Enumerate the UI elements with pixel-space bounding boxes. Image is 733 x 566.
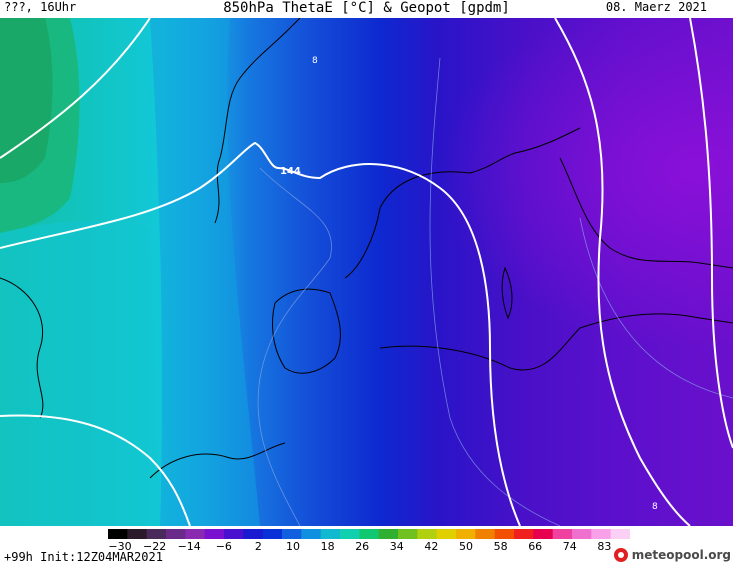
contour-label-8-north: 8: [312, 56, 318, 66]
scale-tick-label: 66: [528, 540, 543, 553]
scale-swatch: [108, 529, 128, 539]
geopot-line-144: [0, 141, 521, 526]
scale-swatch: [185, 529, 206, 539]
geopotential-contours: [0, 18, 733, 526]
scale-tick-label: 10: [286, 540, 300, 553]
scale-swatch: [494, 529, 515, 539]
scale-tick-label: −14: [177, 540, 201, 553]
coastlines: [0, 18, 733, 479]
logo-text: meteopool.org: [631, 548, 731, 562]
scale-tick-label: −6: [215, 540, 232, 553]
coast-netherlands: [149, 442, 286, 479]
scale-tick-label: −22: [142, 540, 167, 553]
scale-swatch: [224, 529, 244, 539]
contour-label-8-southeast: 8: [652, 502, 658, 512]
logo-icon: [613, 548, 628, 562]
scale-swatch: [243, 529, 264, 539]
scale-swatch: [262, 529, 283, 539]
scale-tick-label: 50: [459, 540, 473, 553]
scale-swatch: [146, 529, 167, 539]
forecast-date-label: 08. Maerz 2021: [605, 0, 707, 14]
coast-baltic: [379, 313, 733, 371]
coast-gotland: [501, 266, 513, 320]
scale-tick-label: 2: [254, 540, 262, 553]
thetae-cyan-band: [0, 221, 160, 526]
init-time-label: +99h Init:12Z04MAR2021: [4, 550, 163, 564]
color-scale-bar: [108, 529, 630, 539]
isoline-b: [257, 167, 332, 526]
scale-swatch: [572, 529, 592, 539]
thetae-green-core: [0, 18, 53, 183]
scale-swatch: [320, 529, 341, 539]
meteopool-logo: meteopool.org: [613, 546, 731, 564]
scale-swatch: [475, 529, 496, 539]
scale-tick-label: 42: [424, 540, 439, 553]
scale-swatch: [591, 529, 612, 539]
scale-swatch: [398, 529, 418, 539]
isoline-c: [579, 217, 733, 399]
map-title: 850hPa ThetaE [°C] & Geopot [gpdm]: [223, 0, 510, 16]
scale-swatch: [378, 529, 399, 539]
scale-swatch: [166, 529, 186, 539]
thetae-lightblue-zone: [150, 18, 260, 526]
scale-swatch: [417, 529, 438, 539]
scale-tick-label: 26: [355, 540, 370, 553]
scale-tick-label: 74: [562, 540, 577, 553]
coast-scotland: [0, 277, 44, 419]
geopot-line-nw: [0, 18, 151, 159]
geopot-line-sw: [0, 414, 191, 526]
scale-tick-label: 34: [389, 540, 404, 553]
scale-swatch: [436, 529, 457, 539]
scale-swatch: [610, 529, 630, 539]
coast-sweden: [344, 127, 581, 279]
scale-swatch: [514, 529, 534, 539]
geopot-line-e2: [689, 18, 733, 449]
contour-label-144: 144: [280, 166, 301, 177]
geopot-line-e1: [554, 18, 691, 526]
scale-swatch: [282, 529, 302, 539]
scale-tick-label: 83: [597, 540, 612, 553]
scale-swatch: [359, 529, 380, 539]
scale-tick-label: 18: [320, 540, 335, 553]
scale-swatch: [204, 529, 225, 539]
coast-finland: [559, 157, 733, 269]
weather-map: 8 144 8: [0, 18, 733, 526]
scale-tick-label: 58: [493, 540, 508, 553]
scale-swatch: [301, 529, 322, 539]
coast-denmark: [271, 288, 341, 374]
header-bar: ???, 16Uhr 850hPa ThetaE [°C] & Geopot […: [0, 0, 733, 18]
scale-swatch: [533, 529, 554, 539]
scale-swatch: [340, 529, 360, 539]
scale-tick-label: −30: [108, 540, 132, 553]
forecast-time-label: ???, 16Uhr: [4, 0, 77, 14]
coast-norway: [214, 18, 301, 224]
scale-swatch: [456, 529, 476, 539]
scale-swatch: [552, 529, 573, 539]
scale-swatch: [127, 529, 148, 539]
